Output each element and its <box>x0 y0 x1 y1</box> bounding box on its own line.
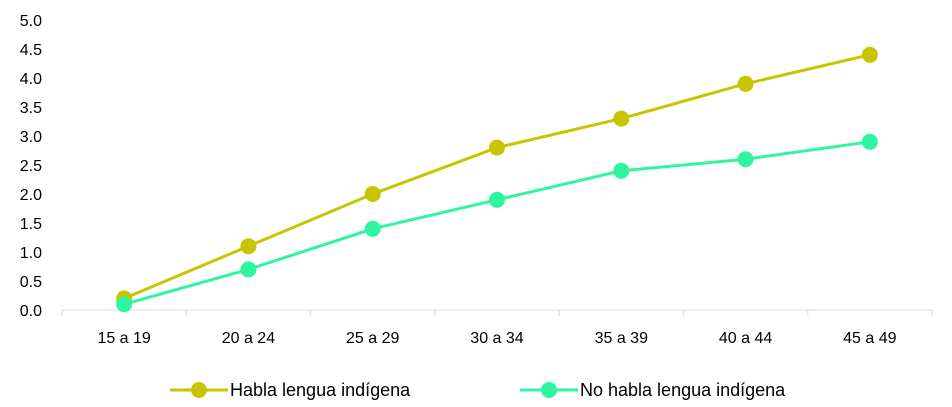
y-tick-label: 3.5 <box>20 100 42 117</box>
y-tick-label: 3.0 <box>20 129 42 146</box>
legend-marker-swatch <box>191 382 207 398</box>
x-tick-label: 25 a 29 <box>346 330 399 347</box>
legend-item-2: No habla lengua indígena <box>520 380 786 400</box>
legend-label: Habla lengua indígena <box>230 380 411 400</box>
series-line-1 <box>123 53 871 300</box>
x-tick-label: 15 a 19 <box>97 330 150 347</box>
x-tick-label: 20 a 24 <box>222 330 275 347</box>
x-tick-label: 35 a 39 <box>595 330 648 347</box>
x-tick-label: 30 a 34 <box>470 330 523 347</box>
data-point-series-2 <box>364 220 381 237</box>
series-line-2 <box>123 140 871 306</box>
series-layer <box>116 46 878 313</box>
data-point-series-1 <box>613 110 630 127</box>
y-tick-label: 1.5 <box>20 216 42 233</box>
y-tick-label: 2.5 <box>20 158 42 175</box>
y-tick-label: 4.0 <box>20 71 42 88</box>
y-tick-label: 5.0 <box>20 13 42 30</box>
y-axis: 0.0 0.5 1.0 1.5 2.0 2.5 3.0 3.5 4.0 4.5 5.0 <box>20 13 42 320</box>
y-tick-label: 2.0 <box>20 187 42 204</box>
y-tick-label: 0.0 <box>20 303 42 320</box>
y-tick-label: 1.0 <box>20 245 42 262</box>
data-point-series-2 <box>240 261 257 278</box>
data-point-series-2 <box>861 133 878 150</box>
legend-item-1: Habla lengua indígena <box>170 380 411 400</box>
x-tick-label: 40 a 44 <box>719 330 772 347</box>
x-tick-label: 45 a 49 <box>843 330 896 347</box>
data-point-series-2 <box>116 296 133 313</box>
data-point-series-2 <box>737 151 754 168</box>
data-point-series-1 <box>364 186 381 202</box>
data-point-series-2 <box>489 191 505 208</box>
data-point-series-1 <box>861 46 878 63</box>
data-point-series-1 <box>489 139 505 156</box>
legend-label: No habla lengua indígena <box>580 380 786 400</box>
legend-marker-swatch <box>541 382 557 398</box>
legend: Habla lengua indígena No habla lengua ind… <box>170 380 786 400</box>
data-point-series-2 <box>613 162 630 179</box>
y-tick-label: 4.5 <box>20 42 42 59</box>
x-axis: 15 a 19 20 a 24 25 a 29 30 a 34 35 a 39 40 a … <box>61 309 933 347</box>
data-point-series-1 <box>737 75 754 92</box>
data-point-series-1 <box>240 238 257 255</box>
y-tick-label: 0.5 <box>20 274 42 291</box>
